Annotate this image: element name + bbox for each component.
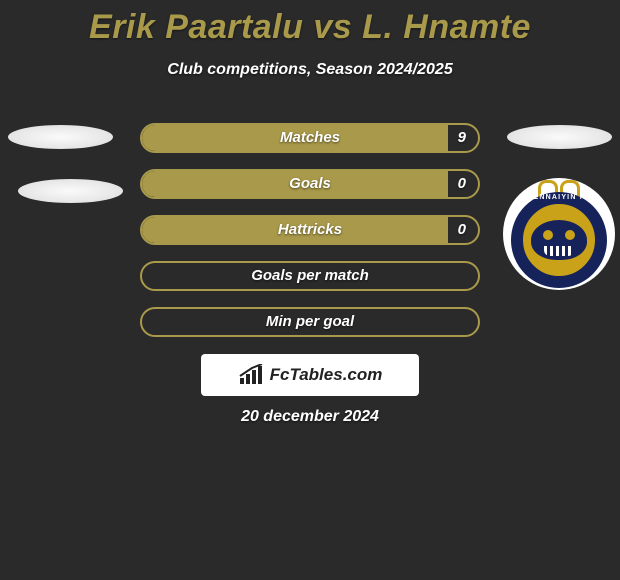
- stat-right-value: 9: [458, 125, 466, 151]
- page-title: Erik Paartalu vs L. Hnamte: [0, 0, 620, 47]
- club-face-teeth: [544, 246, 574, 256]
- stat-right-value: 0: [458, 217, 466, 243]
- stat-row-matches: Matches 9: [140, 123, 480, 153]
- date-label: 20 december 2024: [0, 408, 620, 426]
- club-ring: CHENNAIYIN F.C.: [511, 192, 607, 288]
- stat-label: Min per goal: [142, 309, 478, 335]
- stat-label: Hattricks: [142, 217, 478, 243]
- player-left-ellipse-2: [18, 179, 123, 203]
- subtitle: Club competitions, Season 2024/2025: [0, 61, 620, 79]
- stats-container: Matches 9 Goals 0 Hattricks 0 Goals per …: [140, 123, 480, 353]
- club-face-icon: [531, 220, 587, 260]
- stat-label: Goals per match: [142, 263, 478, 289]
- club-badge-right: CHENNAIYIN F.C.: [503, 178, 615, 290]
- bar-chart-icon: [238, 364, 264, 386]
- branding-label: FcTables.com: [270, 365, 383, 385]
- stat-label: Matches: [142, 125, 478, 151]
- stat-right-value: 0: [458, 171, 466, 197]
- club-name-text: CHENNAIYIN F.C.: [521, 194, 597, 201]
- player-left-ellipse-1: [8, 125, 113, 149]
- stat-row-hattricks: Hattricks 0: [140, 215, 480, 245]
- stat-row-goals-per-match: Goals per match: [140, 261, 480, 291]
- player-right-ellipse: [507, 125, 612, 149]
- branding-link[interactable]: FcTables.com: [201, 354, 419, 396]
- stat-label: Goals: [142, 171, 478, 197]
- stat-row-goals: Goals 0: [140, 169, 480, 199]
- stat-row-min-per-goal: Min per goal: [140, 307, 480, 337]
